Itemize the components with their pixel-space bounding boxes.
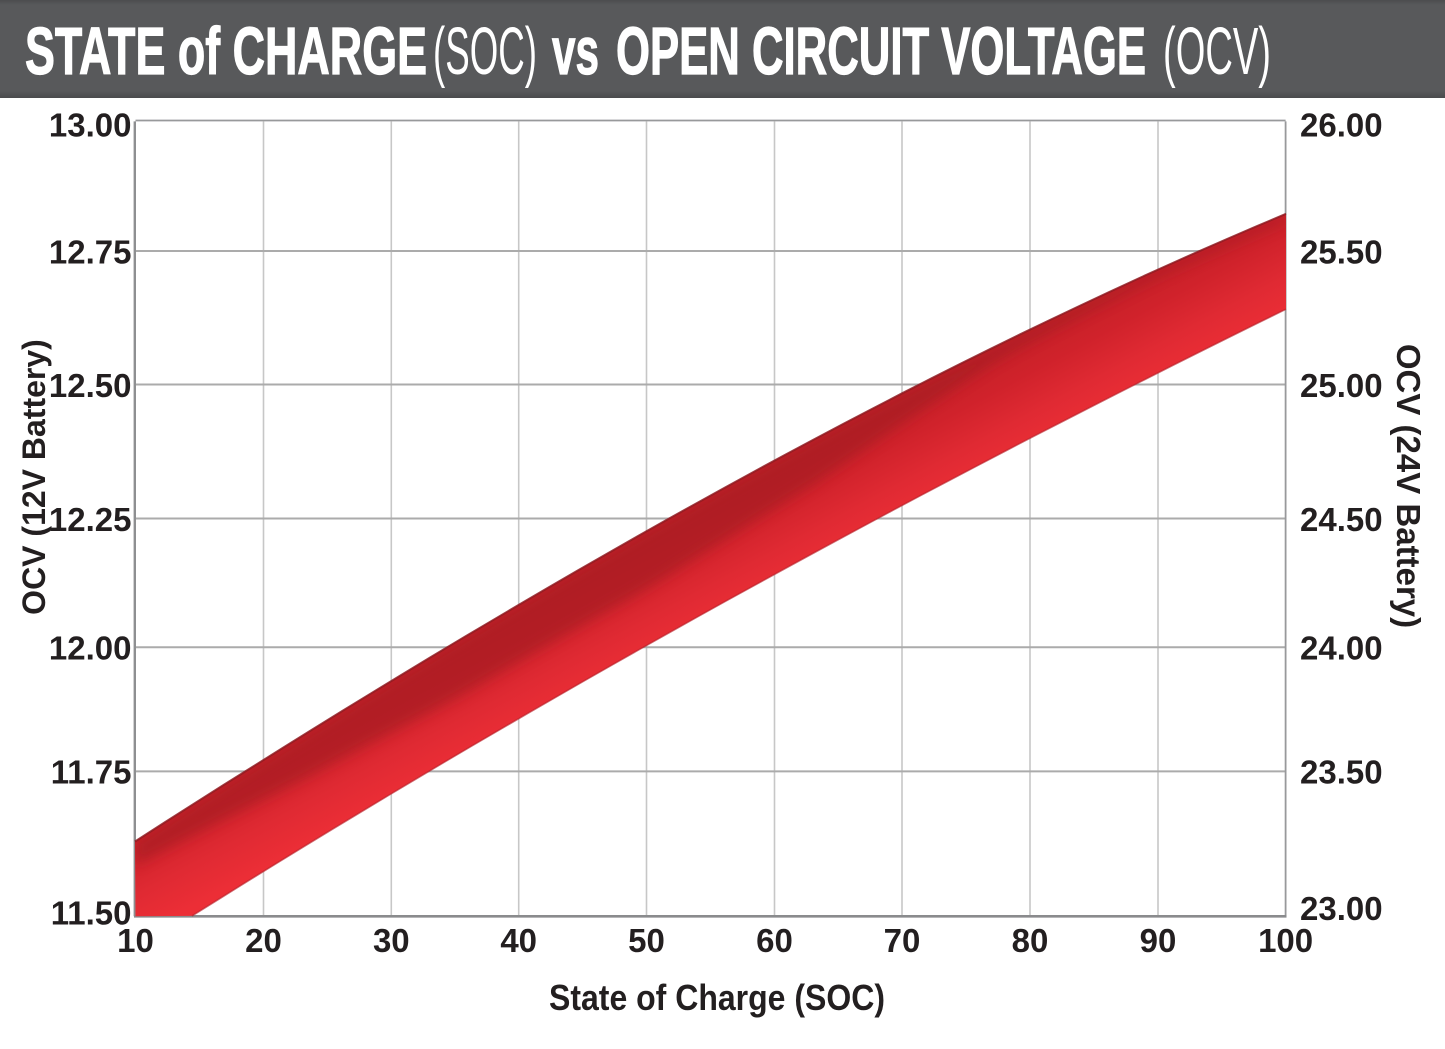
svg-text:State of Charge (SOC): State of Charge (SOC) (549, 977, 885, 1018)
svg-text:24.00: 24.00 (1300, 630, 1383, 667)
svg-text:12.75: 12.75 (49, 234, 132, 271)
svg-text:OPEN CIRCUIT VOLTAGE: OPEN CIRCUIT VOLTAGE (616, 14, 1146, 89)
svg-text:80: 80 (1012, 922, 1049, 959)
svg-text:(OCV): (OCV) (1163, 14, 1271, 89)
svg-text:70: 70 (884, 922, 921, 959)
svg-text:13.00: 13.00 (49, 107, 132, 144)
svg-text:10: 10 (117, 922, 154, 959)
svg-text:24.50: 24.50 (1300, 501, 1383, 538)
svg-text:90: 90 (1140, 922, 1177, 959)
svg-text:30: 30 (373, 922, 410, 959)
svg-text:50: 50 (628, 922, 665, 959)
svg-text:25.00: 25.00 (1300, 367, 1383, 404)
svg-text:60: 60 (756, 922, 793, 959)
svg-text:23.00: 23.00 (1300, 890, 1383, 927)
svg-text:12.50: 12.50 (49, 367, 132, 404)
svg-text:(SOC): (SOC) (433, 14, 537, 89)
svg-text:OCV (12V Battery): OCV (12V Battery) (16, 339, 52, 615)
svg-text:25.50: 25.50 (1300, 234, 1383, 271)
svg-text:12.25: 12.25 (49, 501, 132, 538)
svg-text:OCV (24V Battery): OCV (24V Battery) (1390, 344, 1427, 628)
svg-text:23.50: 23.50 (1300, 754, 1383, 791)
svg-text:STATE of CHARGE: STATE of CHARGE (25, 14, 427, 89)
svg-text:26.00: 26.00 (1300, 107, 1383, 144)
svg-text:12.00: 12.00 (49, 630, 132, 667)
svg-text:vs: vs (552, 14, 599, 89)
svg-text:11.75: 11.75 (51, 754, 132, 791)
svg-text:40: 40 (500, 922, 537, 959)
svg-text:100: 100 (1258, 922, 1313, 959)
svg-text:11.50: 11.50 (51, 895, 132, 932)
svg-text:20: 20 (245, 922, 282, 959)
